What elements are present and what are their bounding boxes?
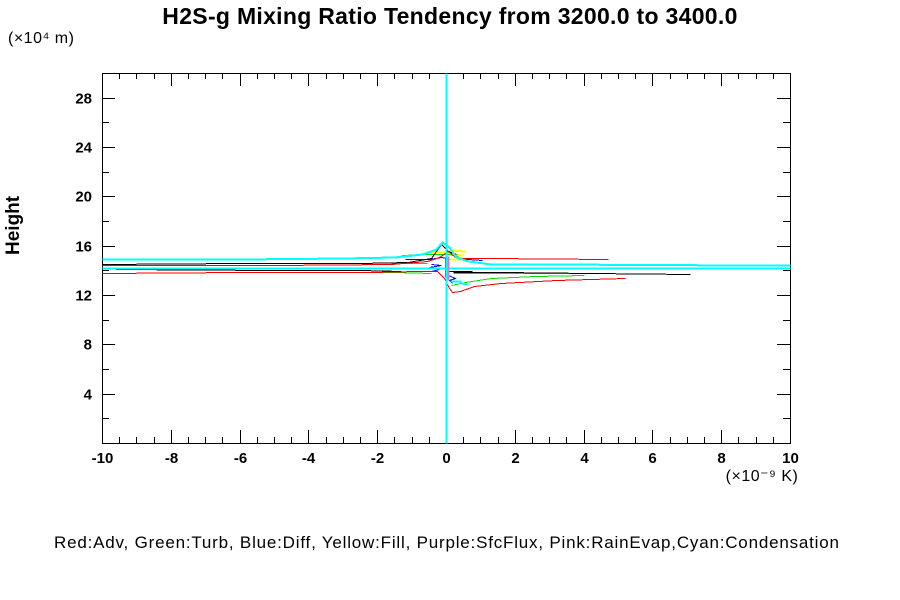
y-tick-label: 8 xyxy=(84,337,92,354)
x-tick-label: 4 xyxy=(580,450,589,467)
y-tick-label: 28 xyxy=(75,91,92,108)
x-tick-label: 10 xyxy=(782,450,799,467)
series-line-adv xyxy=(102,250,609,266)
y-tick-label: 4 xyxy=(84,387,93,404)
chart-title: H2S-g Mixing Ratio Tendency from 3200.0 … xyxy=(162,3,738,29)
series-line-total xyxy=(102,243,457,265)
legend-caption: Red:Adv, Green:Turb, Blue:Diff, Yellow:F… xyxy=(54,533,840,552)
y-tick-label: 20 xyxy=(75,189,92,206)
series-line-adv xyxy=(102,271,626,294)
x-tick-label: 8 xyxy=(717,450,725,467)
y-tick-label: 16 xyxy=(75,239,92,256)
y-tick-label: 12 xyxy=(75,288,92,305)
x-tick-label: 6 xyxy=(648,450,656,467)
series-line-total xyxy=(453,272,691,275)
x-tick-label: -2 xyxy=(371,450,384,467)
y-tick-label: 24 xyxy=(75,140,92,157)
x-tick-label: -6 xyxy=(234,450,247,467)
y-axis-unit-label: (×10⁴ m) xyxy=(8,30,75,47)
series-line-condensation xyxy=(450,280,469,286)
x-tick-label: -4 xyxy=(302,450,316,467)
x-tick-label: -10 xyxy=(92,450,114,467)
x-tick-label: -8 xyxy=(165,450,178,467)
x-axis-unit-label: (×10⁻⁹ K) xyxy=(725,468,799,485)
x-tick-label: 2 xyxy=(511,450,519,467)
series-line-condensation xyxy=(102,241,791,267)
x-tick-label: 0 xyxy=(442,450,450,467)
